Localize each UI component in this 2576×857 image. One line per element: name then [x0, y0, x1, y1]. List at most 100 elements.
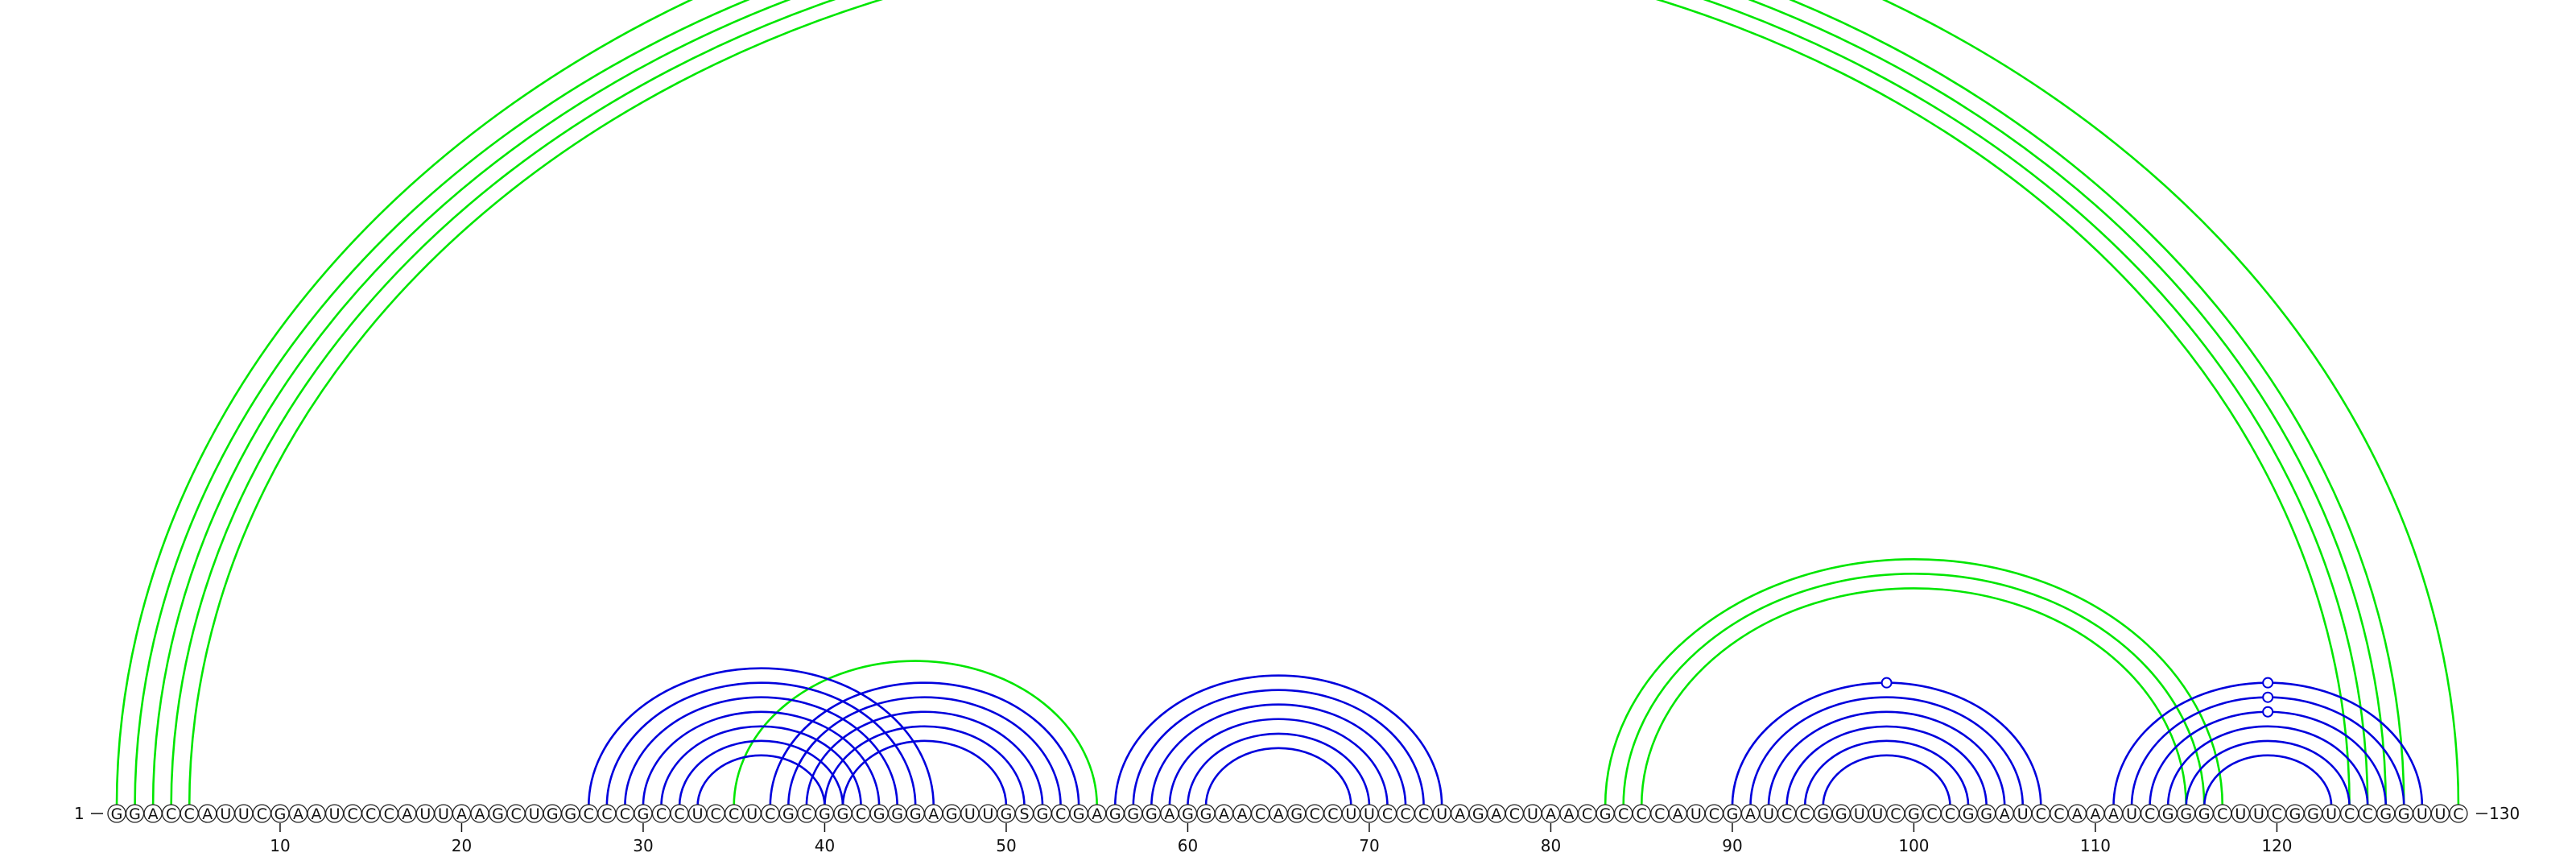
- nucleotide-letter-11: A: [293, 805, 303, 823]
- nucleotide-letter-5: C: [184, 805, 195, 823]
- pair-arc-4-125: [171, 0, 2368, 806]
- nucleotide-letter-62: A: [1219, 805, 1229, 823]
- pair-arc-41-50: [841, 739, 1008, 807]
- nucleotide-letter-18: U: [419, 805, 431, 823]
- nucleotide-letter-119: U: [2253, 805, 2264, 823]
- nucleotide-letter-125: C: [2363, 805, 2373, 823]
- nucleotide-letter-60: G: [1182, 805, 1194, 823]
- nucleotide-letter-69: U: [1345, 805, 1356, 823]
- pair-arc-40-51: [824, 725, 1026, 807]
- nucleotide-letter-124: C: [2344, 805, 2355, 823]
- nucleotide-letter-8: U: [238, 805, 250, 823]
- nucleotide-letter-73: C: [1418, 805, 1429, 823]
- arc-marker-8-1: [2262, 691, 2274, 703]
- pair-arc-38-53: [787, 696, 1062, 807]
- nucleotide-letter-110: A: [2090, 805, 2100, 823]
- nucleotide-letter-40: G: [819, 805, 831, 823]
- nucleotide-letter-91: A: [1745, 805, 1756, 823]
- nucleotide-letter-42: C: [856, 805, 866, 823]
- pair-arc-83-117: [1604, 558, 2224, 807]
- nucleotide-letter-111: A: [2108, 805, 2119, 823]
- nucleotide-letter-16: C: [384, 805, 394, 823]
- nucleotide-letter-34: C: [711, 805, 721, 823]
- tick-label-100: 100: [1898, 836, 1929, 855]
- pair-arc-2-127: [135, 0, 2405, 806]
- nucleotide-letter-81: A: [1564, 805, 1575, 823]
- pair-arc-30-43: [642, 710, 881, 807]
- pair-arc-57-73: [1132, 689, 1425, 807]
- start-label: 1: [74, 804, 85, 823]
- nucleotide-letter-86: C: [1654, 805, 1665, 823]
- pair-arc-84-116: [1622, 573, 2206, 807]
- pair-arc-35-55: [733, 660, 1098, 807]
- nucleotide-letter-15: C: [365, 805, 376, 823]
- tick-label-120: 120: [2261, 836, 2292, 855]
- pair-arc-37-54: [769, 681, 1080, 807]
- pair-arc-116-123: [2202, 754, 2333, 807]
- pair-arc-93-104: [1785, 725, 1988, 807]
- tick-label-110: 110: [2080, 836, 2111, 855]
- nucleotide-letter-72: C: [1400, 805, 1410, 823]
- nucleotide-letter-56: G: [1109, 805, 1121, 823]
- nucleotide-letter-123: U: [2326, 805, 2337, 823]
- nucleotide-letter-100: G: [1908, 805, 1920, 823]
- pair-arc-29-44: [624, 696, 898, 807]
- end-label: 130: [2489, 804, 2520, 823]
- nucleotide-letter-83: G: [1600, 805, 1612, 823]
- nucleotide-letter-70: U: [1364, 805, 1375, 823]
- tick-label-40: 40: [815, 836, 835, 855]
- tick-label-80: 80: [1541, 836, 1561, 855]
- base-pair-arcs: [115, 0, 2460, 807]
- nucleotide-letter-118: U: [2235, 805, 2246, 823]
- tick-label-50: 50: [996, 836, 1016, 855]
- pair-arc-58-72: [1150, 703, 1407, 807]
- pair-arc-3-126: [151, 0, 2388, 807]
- nucleotide-letter-108: C: [2054, 805, 2064, 823]
- pair-arc-56-74: [1113, 674, 1443, 807]
- nucleotide-letter-68: C: [1327, 805, 1338, 823]
- nucleotide-letter-93: C: [1781, 805, 1792, 823]
- nucleotide-letter-24: U: [529, 805, 540, 823]
- pair-arc-39-52: [805, 710, 1044, 807]
- nucleotide-letter-6: A: [202, 805, 213, 823]
- nucleotide-letter-30: G: [638, 805, 650, 823]
- nucleotide-letter-29: C: [620, 805, 630, 823]
- nucleotide-130: [2449, 804, 2468, 823]
- nucleotide-letter-19: U: [438, 805, 449, 823]
- nucleotide-letter-4: C: [166, 805, 176, 823]
- arc-marker-8-0: [2262, 677, 2274, 689]
- nucleotide-letter-3: A: [148, 805, 159, 823]
- pair-arc-32-41: [678, 739, 844, 807]
- nucleotide-letter-116: G: [2198, 805, 2211, 823]
- nucleotide-letter-94: C: [1800, 805, 1810, 823]
- tick-label-10: 10: [270, 836, 290, 855]
- tick-label-20: 20: [452, 836, 472, 855]
- nucleotide-letter-113: C: [2145, 805, 2155, 823]
- nucleotide-letter-117: C: [2217, 805, 2227, 823]
- nucleotide-letter-21: A: [475, 805, 485, 823]
- nucleotide-letter-95: G: [1817, 805, 1829, 823]
- pair-arc-94-103: [1803, 739, 1970, 807]
- nucleotide-letter-39: C: [801, 805, 811, 823]
- nucleotide-letter-112: U: [2126, 805, 2137, 823]
- nucleotide-letter-7: U: [220, 805, 231, 823]
- nucleotide-letter-89: C: [1709, 805, 1719, 823]
- sequence-backbone: 1 130: [74, 804, 2520, 823]
- nucleotide-letter-87: A: [1673, 805, 1683, 823]
- nucleotide-letter-106: U: [2017, 805, 2029, 823]
- nucleotide-letter-77: A: [1491, 805, 1501, 823]
- nucleotide-letter-50: G: [1001, 805, 1013, 823]
- nucleotide-letter-1: G: [111, 805, 123, 823]
- nucleotide-letter-20: A: [456, 805, 467, 823]
- pair-arc-5-124: [188, 0, 2351, 807]
- nucleotide-letter-65: A: [1274, 805, 1284, 823]
- nucleotide-letter-96: G: [1835, 805, 1847, 823]
- nucleotide-letter-51: S: [1019, 805, 1029, 823]
- nucleotide-letter-75: A: [1455, 805, 1465, 823]
- nucleotide-letter-43: G: [873, 805, 886, 823]
- nucleotide-letter-79: U: [1527, 805, 1538, 823]
- nucleotide-letter-103: G: [1963, 805, 1975, 823]
- arc-marker-8-2: [2262, 706, 2274, 718]
- pair-arc-115-124: [2185, 739, 2351, 807]
